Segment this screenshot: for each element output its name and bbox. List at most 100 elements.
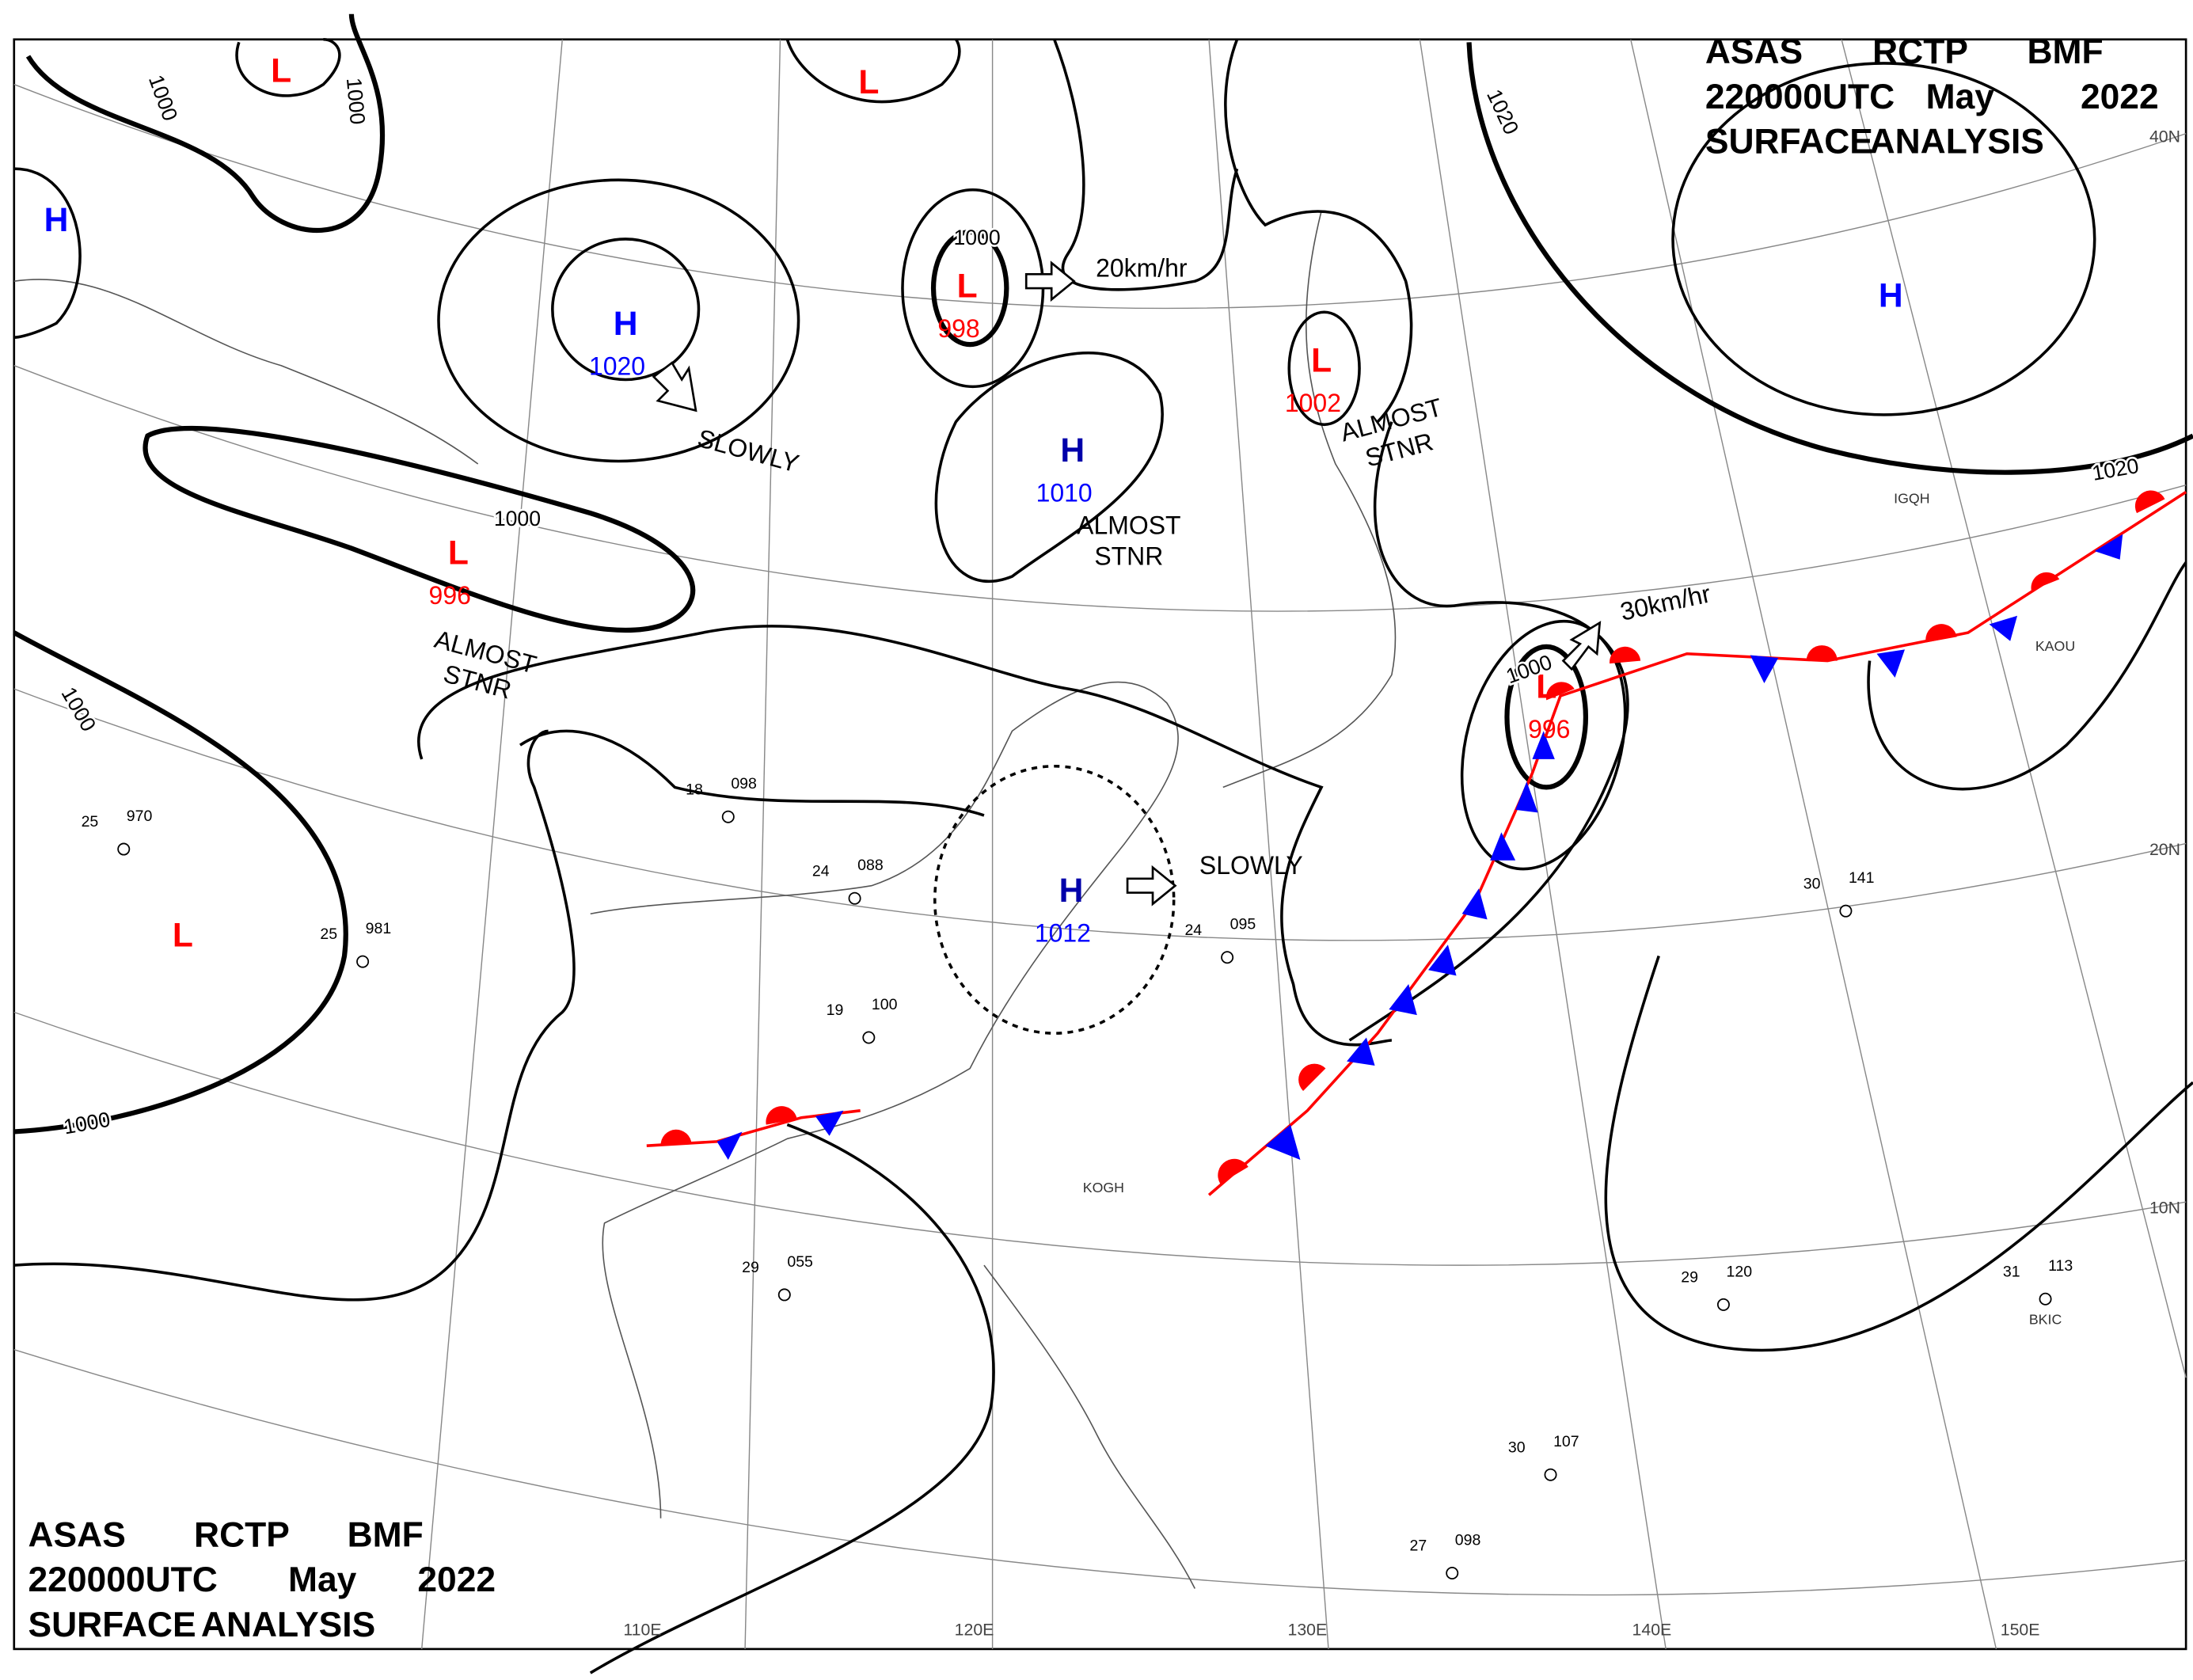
latitude-line bbox=[13, 1011, 2187, 1266]
station-circle bbox=[2039, 1292, 2052, 1306]
station-temp: 18 bbox=[686, 781, 703, 798]
station-pressure: 120 bbox=[1726, 1263, 1752, 1280]
grid-label: 130E bbox=[1287, 1620, 1327, 1639]
station-temp: 30 bbox=[1508, 1439, 1526, 1456]
station-pressure: 100 bbox=[872, 996, 898, 1013]
isobar bbox=[1504, 644, 1589, 790]
isobar bbox=[589, 1123, 995, 1674]
arrow bbox=[1126, 865, 1177, 907]
header-text: 220000UTC bbox=[29, 1560, 218, 1599]
isobar bbox=[25, 13, 386, 234]
station-circle bbox=[721, 810, 735, 823]
station-pressure: 981 bbox=[366, 920, 392, 937]
isobar bbox=[1348, 421, 1629, 1042]
isobar bbox=[519, 729, 985, 817]
arrow bbox=[1024, 260, 1076, 302]
isobar bbox=[1867, 561, 2187, 791]
system-symbol: L bbox=[858, 63, 879, 101]
station-pressure: 970 bbox=[127, 808, 153, 825]
header-text: 220000UTC bbox=[1705, 78, 1895, 116]
header-text: ASAS bbox=[29, 1515, 126, 1554]
station-pressure: 088 bbox=[857, 857, 884, 874]
station-circle bbox=[862, 1031, 876, 1044]
header-text: SURFACE bbox=[29, 1606, 196, 1644]
header-text: SURFACE bbox=[1705, 123, 1873, 162]
longitude-line bbox=[420, 39, 563, 1649]
grid-label: 40N bbox=[2149, 127, 2180, 146]
system-symbol: H bbox=[44, 201, 69, 239]
header-text: ANALYSIS bbox=[201, 1606, 375, 1644]
station-circle bbox=[1221, 951, 1234, 964]
isobar-label: 1000 bbox=[953, 226, 1000, 249]
station-circle bbox=[117, 842, 131, 856]
system-symbol: L bbox=[448, 534, 469, 572]
system-pressure: 996 bbox=[1528, 715, 1570, 743]
longitude-line bbox=[1841, 39, 2187, 1378]
station-id: IGQH bbox=[1894, 491, 1929, 507]
system-symbol: L bbox=[957, 267, 978, 305]
coast bbox=[590, 681, 1179, 1518]
isobar bbox=[1466, 42, 2193, 475]
isobar bbox=[13, 167, 82, 339]
latitude-line bbox=[13, 365, 2187, 612]
system-pressure: 998 bbox=[937, 314, 979, 343]
movement-arrows bbox=[652, 260, 1602, 907]
longitude-line bbox=[1208, 39, 1329, 1649]
station-pressure: 107 bbox=[1553, 1433, 1579, 1450]
isobar bbox=[143, 425, 696, 633]
system-symbol: L bbox=[173, 917, 193, 955]
longitude-line bbox=[1419, 39, 1667, 1649]
isobar bbox=[785, 38, 961, 104]
movement-text: ALMOST bbox=[1077, 511, 1180, 539]
station-temp: 29 bbox=[742, 1259, 759, 1276]
grid-label: 120E bbox=[955, 1620, 994, 1639]
station-temp: 27 bbox=[1410, 1537, 1427, 1555]
station-id: KAOU bbox=[2035, 638, 2075, 654]
station-circle bbox=[777, 1288, 791, 1302]
isobar bbox=[437, 178, 800, 463]
system-pressure: 1012 bbox=[1035, 918, 1091, 947]
station-circle bbox=[1716, 1298, 1730, 1311]
station-id: KOGH bbox=[1083, 1180, 1124, 1195]
system-pressure: 996 bbox=[429, 581, 471, 610]
station-circle bbox=[848, 891, 861, 905]
isobar bbox=[934, 352, 1164, 583]
header-text: RCTP bbox=[194, 1515, 290, 1554]
system-pressure: 1010 bbox=[1036, 479, 1093, 507]
isobar bbox=[1053, 39, 1239, 291]
isobars bbox=[13, 13, 2193, 1674]
latitude-line bbox=[13, 688, 2187, 941]
coast bbox=[1222, 211, 1397, 789]
station-temp: 31 bbox=[2003, 1263, 2020, 1280]
grid-label: 20N bbox=[2149, 840, 2180, 859]
isobar bbox=[235, 37, 341, 97]
isobar bbox=[1224, 39, 1413, 424]
station-temp: 24 bbox=[812, 862, 830, 880]
station-pressure: 098 bbox=[1455, 1531, 1481, 1549]
station-pressure: 098 bbox=[731, 775, 757, 792]
station-pressure: 055 bbox=[787, 1253, 813, 1271]
station-circle bbox=[1839, 904, 1853, 918]
station-temp: 25 bbox=[320, 926, 337, 943]
station-pressure: 095 bbox=[1230, 916, 1256, 933]
station-circle bbox=[1446, 1567, 1459, 1579]
system-symbol: L bbox=[271, 52, 291, 90]
header-text: ASAS bbox=[1705, 32, 1803, 71]
coastline bbox=[13, 211, 1397, 1589]
isobar bbox=[417, 625, 1393, 1047]
system-symbol: H bbox=[1879, 277, 1903, 315]
station-pressure: 141 bbox=[1849, 869, 1875, 887]
isobar bbox=[1671, 62, 2096, 416]
station-temp: 19 bbox=[827, 1002, 844, 1019]
latitude-line bbox=[13, 83, 2187, 310]
header-text: May bbox=[288, 1560, 357, 1599]
movement-text: 20km/hr bbox=[1096, 253, 1188, 282]
arrow bbox=[1561, 621, 1602, 671]
header-text: 2022 bbox=[2081, 78, 2159, 116]
isobar-label: 1000 bbox=[494, 507, 541, 530]
front-line bbox=[1207, 491, 2187, 1196]
graticule bbox=[13, 39, 2187, 1650]
system-symbol: L bbox=[1536, 667, 1556, 705]
arrow bbox=[652, 361, 697, 412]
